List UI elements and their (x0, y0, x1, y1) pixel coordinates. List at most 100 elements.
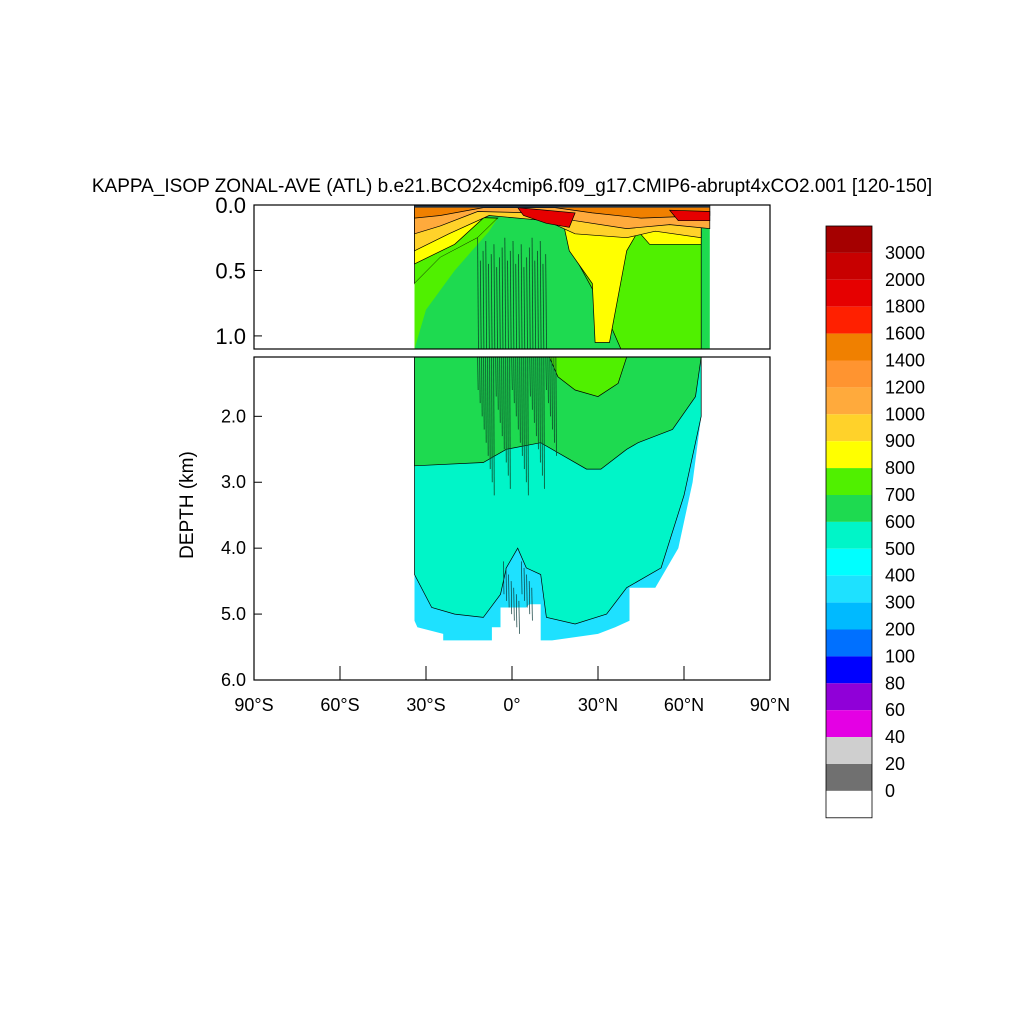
field-1400-band (414, 205, 711, 219)
contour-streak-lower (525, 357, 527, 483)
contour-streak-upper (531, 237, 534, 349)
contour-streak-upper (509, 250, 512, 349)
colorbar-swatch (826, 710, 872, 738)
contour-streak-upper (518, 254, 520, 349)
contour-streak-upper (512, 240, 515, 349)
contour-streak-lower (493, 357, 495, 496)
colorbar-swatch (826, 656, 872, 684)
colorbar-level-label: 0 (885, 781, 895, 801)
contour-streak-deep (515, 594, 518, 628)
colorbar-level-label: 20 (885, 754, 905, 774)
colorbar-level-label: 80 (885, 673, 905, 693)
field-1800-patch-right (668, 209, 711, 222)
upper-y-tick-label: 1.0 (215, 324, 246, 349)
colorbar-legend: 3000200018001600140012001000900800700600… (825, 225, 925, 819)
colorbar-swatch (826, 387, 872, 415)
colorbar-swatch (826, 548, 872, 576)
contour-streak-upper (501, 247, 504, 349)
colorbar-level-label: 300 (885, 593, 915, 613)
upper-panel-frame (253, 204, 771, 350)
y-axis-label: DEPTH (km) (177, 451, 198, 559)
contour-streak-lower (539, 357, 541, 463)
contour-streak-upper (498, 257, 501, 349)
x-tick-label: 30°N (578, 695, 618, 715)
contour-streak-upper (496, 267, 498, 349)
colorbar-level-label: 2000 (885, 270, 925, 290)
contour-streak-upper (504, 237, 507, 349)
contour-streak-lower (513, 357, 515, 404)
contour-streak-upper (485, 240, 488, 349)
contour-streak-upper (542, 263, 545, 349)
contour-streak-lower (549, 357, 551, 417)
colorbar-level-label: 800 (885, 458, 915, 478)
contour-streak-lower (489, 357, 491, 470)
lower-y-tick-label: 2.0 (221, 406, 246, 426)
colorbar-swatch (826, 252, 872, 280)
contour-streak-upper (490, 254, 493, 349)
upper-contour-fields (414, 205, 711, 349)
contour-streak-deep (531, 587, 533, 621)
contour-streak-upper (482, 250, 485, 349)
colorbar-swatch (826, 629, 872, 657)
contour-streak-lower (555, 357, 557, 456)
contour-streak-lower (533, 357, 535, 423)
colorbar-level-label: 60 (885, 700, 905, 720)
contour-streak-lower (479, 357, 481, 404)
contour-streak-lower (509, 357, 511, 489)
contour-streak-lower (485, 357, 487, 443)
contour-streak-deep (510, 581, 513, 615)
upper-y-axis: 0.0 0.5 1.0 (215, 193, 262, 349)
contour-streak-deep (505, 567, 507, 601)
contour-streak-upper (515, 263, 517, 349)
contour-streak-upper (479, 260, 482, 349)
contour-streak-lower (507, 357, 509, 476)
colorbar-level-label: 3000 (885, 243, 925, 263)
contour-streak-upper (493, 244, 496, 349)
field-800-left-lower (414, 218, 498, 349)
contour-streak-deep (513, 587, 515, 621)
contour-streak-lower (527, 357, 529, 496)
contour-streak-lower (511, 357, 513, 390)
contour-streak-upper (507, 260, 509, 349)
colorbar-swatch (826, 683, 872, 711)
colorbar-level-label: 100 (885, 646, 915, 666)
lower-y-tick-label: 6.0 (221, 670, 246, 690)
contour-streak-lower (521, 357, 523, 456)
colorbar-level-label: 900 (885, 431, 915, 451)
colorbar-level-label: 1400 (885, 351, 925, 371)
lower-y-tick-label: 4.0 (221, 538, 246, 558)
contour-streak-lower (503, 357, 505, 450)
field-surface-band (414, 205, 710, 208)
colorbar-level-label: 1200 (885, 377, 925, 397)
contour-streak-lower (535, 357, 537, 437)
colorbar-swatch (826, 737, 872, 764)
contour-streak-lower (491, 357, 493, 483)
colorbar-level-label: 40 (885, 727, 905, 747)
contour-streak-lower (523, 357, 525, 470)
contour-streak-deep (521, 561, 523, 595)
contour-streak-lower (553, 357, 555, 443)
lower-y-tick-label: 5.0 (221, 604, 246, 624)
contour-streak-deep (526, 574, 528, 608)
contour-streak-lower (487, 357, 489, 456)
contour-streak-lower (529, 357, 531, 397)
contour-streak-lower (551, 357, 553, 430)
chart-title: KAPPA_ISOP ZONAL-AVE (ATL) b.e21.BCO2x4c… (92, 176, 932, 197)
colorbar-frame (825, 225, 873, 819)
x-tick-label: 0° (503, 695, 520, 715)
colorbar-level-label: 400 (885, 566, 915, 586)
contour-streak-lower (515, 357, 517, 417)
contour-streak-lower (497, 357, 499, 410)
colorbar-swatch (826, 441, 872, 469)
contour-streak-upper (534, 260, 537, 349)
colorbar-swatch (826, 306, 872, 334)
colorbar-swatch (826, 495, 872, 522)
contour-streak-lower (501, 357, 503, 437)
colorbar-swatch (826, 226, 872, 253)
contour-streak-lower (505, 357, 507, 463)
contour-streak-lower (477, 357, 479, 390)
contour-streak-lower (531, 357, 533, 410)
contour-streak-deep (508, 574, 510, 608)
field-800-lower (548, 357, 628, 397)
colorbar-swatch (826, 468, 872, 495)
